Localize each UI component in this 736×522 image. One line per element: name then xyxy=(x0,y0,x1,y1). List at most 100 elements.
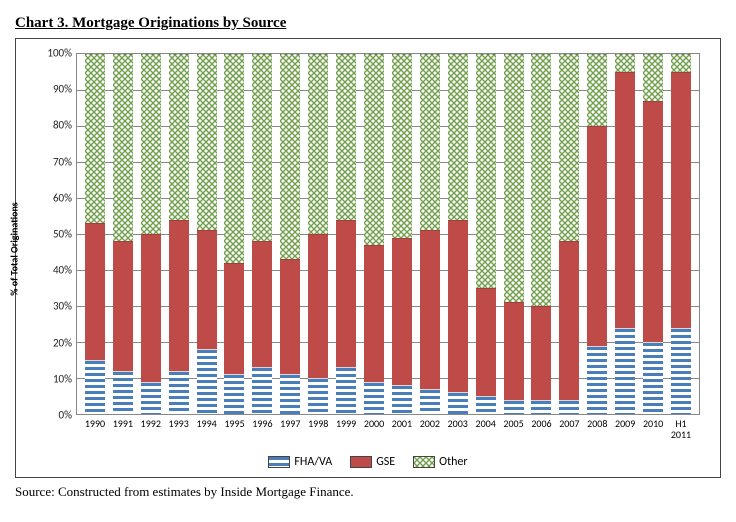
bar-segment-fha_va xyxy=(364,382,384,414)
bar: 2007 xyxy=(559,54,579,414)
bar-segment-fha_va xyxy=(113,371,133,414)
bar-segment-other xyxy=(531,54,551,306)
x-tick-label: 2002 xyxy=(420,414,440,429)
bar-segment-fha_va xyxy=(643,342,663,414)
legend-label: FHA/VA xyxy=(294,455,332,469)
x-tick-label: 2000 xyxy=(364,414,384,429)
bar-segment-other xyxy=(308,54,328,234)
bar-segment-fha_va xyxy=(336,367,356,414)
x-tick-label: 1992 xyxy=(141,414,161,429)
bar-segment-fha_va xyxy=(280,374,300,414)
bar: 1999 xyxy=(336,54,356,414)
y-axis-title: % of Total Originations xyxy=(8,202,21,296)
bar: 1997 xyxy=(280,54,300,414)
chart-panel: % of Total Originations 0%10%20%30%40%50… xyxy=(32,49,704,449)
bar-segment-other xyxy=(504,54,524,302)
x-tick-label: 2003 xyxy=(448,414,468,429)
bar-segment-fha_va xyxy=(252,367,272,414)
x-tick-label: 2007 xyxy=(559,414,579,429)
legend: FHA/VA GSE Other xyxy=(32,449,704,469)
bar-segment-other xyxy=(169,54,189,220)
bar: 2001 xyxy=(392,54,412,414)
bar-segment-gse xyxy=(308,234,328,378)
bar-segment-other xyxy=(643,54,663,101)
x-tick-label: 1997 xyxy=(280,414,300,429)
source-note: Source: Constructed from estimates by In… xyxy=(15,484,721,500)
bar-segment-gse xyxy=(224,263,244,375)
x-tick-label: 2005 xyxy=(503,414,523,429)
bar-segment-fha_va xyxy=(141,382,161,414)
legend-item-fha_va: FHA/VA xyxy=(268,455,332,469)
y-tick-label: 10% xyxy=(32,372,72,385)
x-tick-label: 1993 xyxy=(169,414,189,429)
y-tick-label: 80% xyxy=(32,119,72,132)
x-tick-label: H1 2011 xyxy=(671,414,691,440)
y-tick-label: 50% xyxy=(32,228,72,241)
bar: 2002 xyxy=(420,54,440,414)
x-tick-label: 1998 xyxy=(308,414,328,429)
bar-segment-gse xyxy=(559,241,579,399)
bar-segment-gse xyxy=(252,241,272,367)
bar-segment-gse xyxy=(280,259,300,374)
x-tick-label: 2004 xyxy=(476,414,496,429)
chart-title: Chart 3. Mortgage Originations by Source xyxy=(15,15,721,32)
bar-segment-other xyxy=(420,54,440,230)
bar-segment-other xyxy=(85,54,105,223)
legend-swatch xyxy=(413,456,435,468)
bar-segment-other xyxy=(113,54,133,241)
bar-segment-fha_va xyxy=(197,349,217,414)
bar-segment-gse xyxy=(615,72,635,328)
bar-segment-other xyxy=(224,54,244,263)
bar-segment-fha_va xyxy=(308,378,328,414)
bar: 1993 xyxy=(169,54,189,414)
bar-segment-gse xyxy=(392,238,412,386)
legend-item-other: Other xyxy=(413,455,467,469)
bar-segment-gse xyxy=(197,230,217,349)
bar-segment-other xyxy=(336,54,356,220)
bar: 1998 xyxy=(308,54,328,414)
bar-segment-other xyxy=(280,54,300,259)
legend-label: Other xyxy=(439,455,467,469)
bar: 1994 xyxy=(197,54,217,414)
bar-segment-fha_va xyxy=(531,400,551,414)
x-tick-label: 1996 xyxy=(252,414,272,429)
bar-segment-fha_va xyxy=(615,328,635,414)
x-tick-label: 2008 xyxy=(587,414,607,429)
bar: 1991 xyxy=(113,54,133,414)
x-tick-label: 1991 xyxy=(113,414,133,429)
bar-segment-gse xyxy=(364,245,384,382)
bar: 1995 xyxy=(224,54,244,414)
bar-segment-fha_va xyxy=(169,371,189,414)
bar-segment-fha_va xyxy=(671,328,691,414)
bar-segment-gse xyxy=(113,241,133,371)
bar-segment-other xyxy=(448,54,468,220)
bar-segment-other xyxy=(615,54,635,72)
bar-segment-gse xyxy=(420,230,440,388)
y-tick-label: 100% xyxy=(32,47,72,60)
bar: 2006 xyxy=(531,54,551,414)
bar-segment-other xyxy=(141,54,161,234)
legend-item-gse: GSE xyxy=(350,455,395,469)
bar-segment-gse xyxy=(671,72,691,328)
bar-segment-gse xyxy=(531,306,551,400)
x-tick-label: 2001 xyxy=(392,414,412,429)
bar-segment-other xyxy=(671,54,691,72)
bar-segment-fha_va xyxy=(85,360,105,414)
bar-segment-gse xyxy=(504,302,524,399)
bar-segment-fha_va xyxy=(587,346,607,414)
bar: 2008 xyxy=(587,54,607,414)
y-tick-label: 90% xyxy=(32,83,72,96)
bar: 1992 xyxy=(141,54,161,414)
bar: H1 2011 xyxy=(671,54,691,414)
bar-segment-gse xyxy=(336,220,356,368)
bar-segment-fha_va xyxy=(420,389,440,414)
bar: 1996 xyxy=(252,54,272,414)
legend-swatch xyxy=(268,456,290,468)
bar-segment-fha_va xyxy=(392,385,412,414)
bar-segment-other xyxy=(392,54,412,238)
bar-segment-other xyxy=(587,54,607,126)
y-tick-label: 20% xyxy=(32,336,72,349)
y-tick-label: 0% xyxy=(32,409,72,422)
bar-segment-gse xyxy=(85,223,105,360)
bar-segment-gse xyxy=(169,220,189,371)
